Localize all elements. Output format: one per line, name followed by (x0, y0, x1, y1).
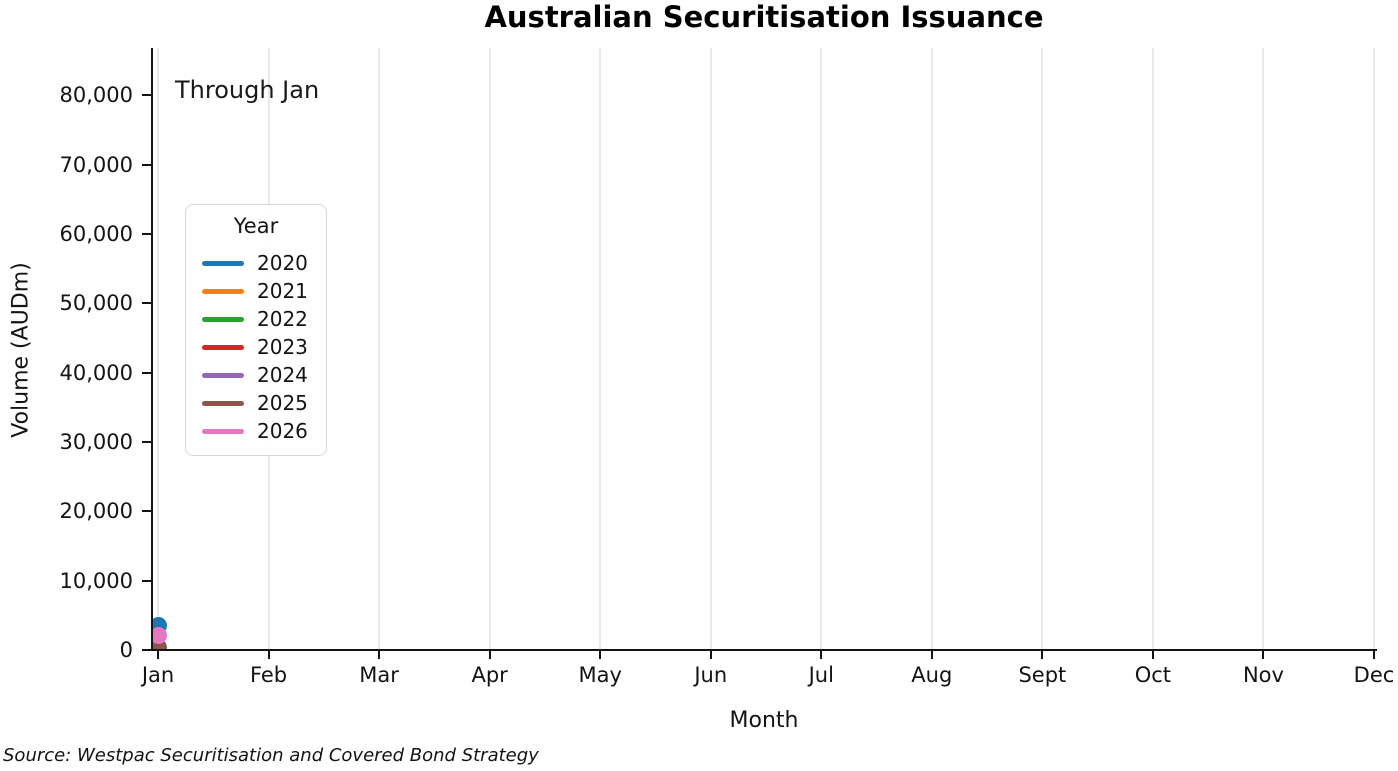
y-tick-20000 (142, 510, 151, 513)
x-tick-label-feb: Feb (249, 663, 288, 687)
x-tick-label-may: May (578, 663, 622, 687)
legend-label-2024: 2024 (257, 363, 308, 387)
y-tick-30000 (142, 440, 151, 443)
y-tick-label-10000: 10,000 (59, 568, 133, 593)
x-tick-apr (488, 651, 491, 659)
gridline-may (599, 48, 602, 649)
gridline-jul (820, 48, 823, 649)
gridline-oct (1151, 48, 1154, 649)
x-tick-label-mar: Mar (359, 663, 399, 687)
legend-swatch-2025 (202, 400, 244, 406)
y-tick-label-30000: 30,000 (59, 429, 133, 454)
y-tick-label-80000: 80,000 (59, 83, 133, 108)
gridline-sept (1041, 48, 1044, 649)
legend-item-2024: 2024 (186, 361, 326, 389)
x-axis-spine (151, 649, 1377, 651)
x-tick-label-nov: Nov (1242, 663, 1284, 687)
y-tick-0 (142, 649, 151, 651)
x-tick-label-aug: Aug (911, 663, 953, 687)
y-tick-label-50000: 50,000 (59, 291, 133, 316)
legend-items: 2020 2021 2022 2023 2024 2025 2026 (186, 249, 326, 445)
x-tick-feb (267, 651, 270, 659)
legend-label-2021: 2021 (257, 279, 308, 303)
x-tick-label-dec: Dec (1353, 663, 1395, 687)
y-tick-80000 (142, 94, 151, 97)
x-tick-jan (157, 651, 159, 659)
x-tick-sept (1041, 651, 1044, 659)
x-tick-may (599, 651, 602, 659)
gridline-jan (157, 48, 159, 649)
x-tick-label-sept: Sept (1018, 663, 1067, 687)
y-tick-label-60000: 60,000 (59, 221, 133, 246)
legend-label-2026: 2026 (257, 419, 308, 443)
chart-annotation: Through Jan (175, 76, 320, 104)
gridline-nov (1262, 48, 1265, 649)
legend-swatch-2020 (202, 260, 244, 266)
x-tick-aug (930, 651, 933, 659)
x-tick-label-oct: Oct (1134, 663, 1172, 687)
legend-label-2020: 2020 (257, 251, 308, 275)
x-tick-label-jun: Jun (694, 663, 728, 687)
x-tick-label-jan: Jan (141, 663, 175, 687)
y-tick-label-20000: 20,000 (59, 499, 133, 524)
legend-item-2022: 2022 (186, 305, 326, 333)
legend-label-2023: 2023 (257, 335, 308, 359)
x-tick-jun (709, 651, 712, 659)
gridline-apr (488, 48, 491, 649)
legend-swatch-2023 (202, 344, 244, 350)
y-tick-10000 (142, 579, 151, 582)
y-tick-label-70000: 70,000 (59, 152, 133, 177)
legend-item-2023: 2023 (186, 333, 326, 361)
source-note: Source: Westpac Securitisation and Cover… (3, 745, 539, 766)
legend-title: Year (233, 214, 279, 238)
x-tick-oct (1151, 651, 1154, 659)
x-tick-label-apr: Apr (471, 663, 508, 687)
y-tick-label-40000: 40,000 (59, 360, 133, 385)
y-tick-label-0: 0 (119, 638, 133, 662)
gridline-aug (930, 48, 933, 649)
legend-item-2026: 2026 (186, 417, 326, 445)
data-point-2025-jan (152, 639, 167, 649)
y-axis-title: Volume (AUDm) (8, 262, 34, 438)
legend-swatch-2026 (202, 428, 244, 434)
legend-swatch-2024 (202, 372, 244, 378)
gridline-dec (1372, 48, 1375, 649)
x-tick-mar (378, 651, 381, 659)
legend-label-2025: 2025 (257, 391, 308, 415)
y-axis-spine (151, 48, 153, 651)
x-tick-jul (820, 651, 823, 659)
gridline-jun (709, 48, 712, 649)
x-axis-title: Month (729, 708, 799, 733)
gridline-mar (378, 48, 381, 649)
y-tick-60000 (142, 232, 151, 235)
y-tick-70000 (142, 163, 151, 166)
legend-swatch-2021 (202, 288, 244, 294)
y-tick-40000 (142, 371, 151, 374)
data-point-2026-jan (152, 626, 167, 644)
y-tick-50000 (142, 302, 151, 305)
legend-item-2025: 2025 (186, 389, 326, 417)
chart-title: Australian Securitisation Issuance (484, 0, 1044, 34)
legend-item-2021: 2021 (186, 277, 326, 305)
x-tick-label-jul: Jul (808, 663, 834, 687)
x-tick-nov (1262, 651, 1265, 659)
legend-label-2022: 2022 (257, 307, 308, 331)
plot-area (152, 48, 1376, 649)
x-tick-dec (1372, 651, 1375, 659)
legend-item-2020: 2020 (186, 249, 326, 277)
legend-swatch-2022 (202, 316, 244, 322)
legend: Year 2020 2021 2022 2023 2024 2025 2026 (185, 204, 327, 456)
